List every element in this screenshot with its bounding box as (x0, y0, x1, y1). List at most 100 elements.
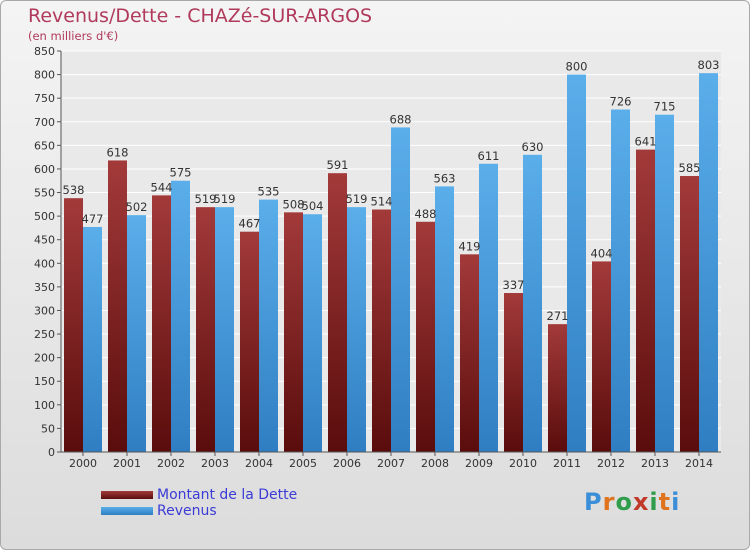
bar-revenus-2007 (391, 127, 410, 453)
value-labels: 5384776185025445755195194675355085045915… (63, 58, 720, 323)
value-label-revenus-2006: 519 (346, 192, 368, 206)
y-tick-label: 100 (34, 399, 55, 412)
chart-subtitle: (en milliers d'€) (28, 29, 119, 43)
y-tick-label: 350 (34, 281, 55, 294)
value-label-debt-2013: 641 (635, 135, 657, 149)
y-tick-label: 750 (34, 92, 55, 105)
value-label-revenus-2013: 715 (654, 100, 676, 114)
value-label-revenus-2011: 800 (566, 60, 588, 74)
proxiti-logo: Proxiti (584, 488, 680, 516)
x-tick-label-2003: 2003 (201, 457, 229, 470)
x-tick-label-2007: 2007 (377, 457, 405, 470)
legend-label-revenus: Revenus (157, 503, 217, 519)
value-label-debt-2000: 538 (63, 183, 85, 197)
value-label-debt-2009: 419 (459, 239, 481, 253)
x-tick-label-2002: 2002 (157, 457, 185, 470)
bar-debt-2008 (416, 221, 435, 452)
bar-debt-2000 (64, 198, 83, 452)
bar-revenus-2013 (655, 114, 674, 452)
y-tick-label: 650 (34, 139, 55, 152)
bar-debt-2013 (636, 149, 655, 452)
value-label-debt-2002: 544 (151, 180, 173, 194)
bar-debt-2007 (372, 209, 391, 452)
chart-title: Revenus/Dette - CHAZé-SUR-ARGOS (28, 5, 373, 27)
y-tick-label: 200 (34, 352, 55, 365)
bar-revenus-2003 (215, 207, 234, 452)
value-label-revenus-2002: 575 (170, 166, 192, 180)
value-label-debt-2006: 591 (327, 158, 349, 172)
bar-revenus-2006 (347, 207, 366, 452)
value-label-revenus-2007: 688 (390, 112, 412, 126)
bars (64, 73, 718, 453)
bar-debt-2005 (284, 212, 303, 452)
y-tick-label: 800 (34, 69, 55, 82)
bar-debt-2003 (196, 207, 215, 452)
bar-revenus-2012 (611, 109, 630, 452)
bar-revenus-2005 (303, 214, 322, 452)
value-label-revenus-2008: 563 (434, 171, 456, 185)
x-tick-label-2000: 2000 (69, 457, 97, 470)
y-tick-label: 0 (48, 446, 55, 459)
value-label-debt-2008: 488 (415, 207, 437, 221)
logo-letter: r (602, 488, 616, 516)
value-label-revenus-2012: 726 (610, 94, 632, 108)
x-tick-label-2004: 2004 (245, 457, 273, 470)
bar-revenus-2011 (567, 74, 586, 453)
value-label-debt-2010: 337 (503, 278, 525, 292)
logo-letter: o (615, 488, 633, 516)
bar-revenus-2010 (523, 154, 542, 452)
bar-revenus-2004 (259, 199, 278, 452)
x-tick-label-2013: 2013 (641, 457, 669, 470)
logo-letter: t (658, 488, 672, 516)
bar-revenus-2001 (127, 215, 146, 452)
bar-debt-2010 (504, 293, 523, 452)
value-label-debt-2012: 404 (591, 246, 613, 260)
value-label-debt-2011: 271 (547, 309, 569, 323)
x-tick-label-2008: 2008 (421, 457, 449, 470)
y-tick-label: 850 (34, 45, 55, 58)
legend-label-debt: Montant de la Dette (157, 487, 298, 503)
logo-letter: i (671, 488, 681, 516)
x-tick-label-2010: 2010 (509, 457, 537, 470)
value-label-debt-2007: 514 (371, 195, 393, 209)
logo-letter: i (649, 488, 659, 516)
axes: 0 50 100 150 200 250 300 350 400 450 500 550 600 650 7… (34, 45, 721, 470)
bar-revenus-2008 (435, 186, 454, 452)
y-tick-label: 150 (34, 375, 55, 388)
bar-debt-2002 (152, 195, 171, 453)
y-tick-label: 500 (34, 210, 55, 223)
value-label-debt-2003: 519 (195, 192, 217, 206)
value-label-debt-2001: 618 (107, 145, 129, 159)
y-tick-label: 250 (34, 328, 55, 341)
y-tick-label: 50 (41, 422, 55, 435)
value-label-debt-2005: 508 (283, 197, 305, 211)
bar-debt-2006 (328, 173, 347, 452)
y-tick-label: 300 (34, 304, 55, 317)
y-tick-label: 550 (34, 187, 55, 200)
bar-debt-2011 (548, 324, 567, 452)
x-tick-label-2009: 2009 (465, 457, 493, 470)
x-tick-label-2012: 2012 (597, 457, 625, 470)
x-tick-label-2006: 2006 (333, 457, 361, 470)
value-label-revenus-2004: 535 (258, 185, 280, 199)
x-tick-label-2011: 2011 (553, 457, 581, 470)
x-tick-label-2001: 2001 (113, 457, 141, 470)
y-tick-label: 600 (34, 163, 55, 176)
value-label-debt-2014: 585 (679, 161, 701, 175)
x-tick-label-2005: 2005 (289, 457, 317, 470)
x-tick-label-2014: 2014 (685, 457, 713, 470)
bar-debt-2009 (460, 254, 479, 452)
y-tick-label: 400 (34, 257, 55, 270)
bar-revenus-2014 (699, 73, 718, 452)
value-label-revenus-2003: 519 (214, 192, 236, 206)
value-label-revenus-2014: 803 (698, 58, 720, 72)
value-label-revenus-2010: 630 (522, 140, 544, 154)
y-tick-label: 450 (34, 234, 55, 247)
bar-debt-2004 (240, 231, 259, 452)
value-label-revenus-2001: 502 (126, 200, 148, 214)
value-label-revenus-2000: 477 (82, 212, 104, 226)
logo-letter: P (584, 488, 603, 516)
bar-revenus-2009 (479, 163, 498, 452)
y-tick-label: 700 (34, 116, 55, 129)
